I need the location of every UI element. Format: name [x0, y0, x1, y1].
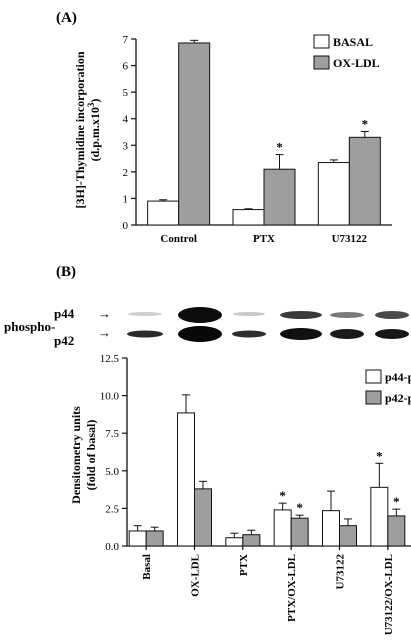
- chart-b-legend-label: p42-p: [385, 391, 411, 405]
- chart-b-bar-p44-p: [225, 537, 244, 547]
- chart-b-category-label: PTX/OX-LDL: [286, 554, 298, 622]
- chart-a-category-label: PTX: [253, 233, 275, 245]
- chart-a-y-tick-label: 1: [123, 193, 129, 205]
- chart-a-bar-basal: [317, 162, 350, 226]
- blot-band-p44-u73122-oxldl: [375, 311, 409, 319]
- blot-band-p42-u73122: [330, 329, 364, 339]
- chart-b-significance-mark: *: [376, 448, 383, 463]
- chart-b-bar-p42-p: [194, 488, 212, 547]
- chart-b-bar-p42-p: [242, 534, 261, 547]
- chart-a-y-tick-label: 4: [123, 114, 129, 126]
- chart-b-y-tick-label: 2.5: [105, 503, 119, 515]
- chart-a-bar-basal: [147, 200, 180, 226]
- blot-band-p42-oxldl: [178, 326, 222, 342]
- chart-a-legend-label: BASAL: [333, 35, 373, 49]
- blot-band-p42-ptx-oxldl: [280, 328, 322, 340]
- panel-a-ylabel-sup: 3: [86, 102, 96, 107]
- chart-b: 0.0 2.5 5.0 7.5 10.0 12.5 Basal OX-LDL PTX PTX/OX…: [100, 353, 411, 635]
- chart-a-y-tick-label: 3: [123, 140, 129, 152]
- blot-band-p44-ptx: [233, 312, 265, 316]
- chart-a-y-tick-label: 7: [123, 34, 129, 46]
- chart-b-bar-p44-p: [322, 510, 340, 547]
- chart-b-legend-swatch: [365, 390, 382, 405]
- blot-label-p42: p42: [54, 333, 74, 348]
- chart-b-bar-p42-p: [387, 515, 406, 547]
- chart-a-legend-label: OX-LDL: [333, 56, 380, 70]
- blot-arrow-p44: →: [98, 306, 111, 321]
- panel-a-ylabel-line2: (d.p.m.x103): [86, 99, 102, 162]
- chart-b-bar-p44-p: [273, 509, 292, 547]
- chart-b-bar-p44-p: [177, 412, 195, 547]
- chart-a-bar-ox-ldl: [263, 168, 296, 226]
- chart-a-y-tick-label: 2: [123, 167, 129, 179]
- western-blot: p44 → phospho- p42 →: [4, 306, 409, 348]
- chart-b-y-tick-label: 0.0: [105, 541, 119, 553]
- blot-band-p42-basal: [127, 330, 163, 338]
- chart-a-y-tick-label: 0: [123, 220, 129, 232]
- chart-b-y-tick-label: 12.5: [100, 353, 120, 365]
- blot-arrow-p42: →: [98, 325, 111, 340]
- chart-b-y-tick-label: 7.5: [105, 428, 119, 440]
- blot-label-p44: p44: [54, 306, 75, 321]
- chart-b-bar-p42-p: [339, 525, 357, 547]
- chart-b-significance-mark: *: [296, 500, 303, 515]
- chart-b-category-label: OX-LDL: [190, 554, 202, 597]
- panel-a-label: (A): [56, 10, 77, 26]
- chart-b-bar-p42-p: [145, 530, 164, 547]
- chart-a: 0 1 2 3 4 5 6 7 Control PTX * U73122 * BASAL OX-LDL: [123, 34, 392, 245]
- chart-a-bar-ox-ldl: [348, 136, 381, 226]
- chart-b-significance-mark: *: [393, 494, 400, 509]
- chart-b-legend-label: p44-p: [385, 370, 411, 384]
- chart-b-category-label: U73122/OX-LDL: [383, 554, 395, 635]
- blot-band-p44-basal: [128, 312, 162, 316]
- chart-a-bar-ox-ldl: [178, 42, 211, 226]
- chart-a-bar-basal: [232, 209, 265, 226]
- blot-band-p42-u73122-oxldl: [375, 329, 409, 339]
- chart-b-legend-swatch: [365, 369, 382, 384]
- chart-b-category-label: U73122: [335, 554, 347, 590]
- panel-a-ylabel-close: ): [88, 99, 102, 103]
- panel-a-ylabel-line1: [3H]-Thymidine incorporation: [73, 51, 87, 208]
- panel-a-ylabel-text: (d.p.m.x10: [88, 107, 102, 161]
- panel-b-ylabel-line1: Densitometry units: [69, 406, 83, 504]
- chart-b-y-tick-label: 5.0: [105, 466, 119, 478]
- chart-b-bar-p44-p: [128, 530, 147, 547]
- blot-band-p42-ptx: [232, 330, 266, 338]
- chart-b-y-tick-label: 10.0: [100, 391, 120, 403]
- chart-a-y-tick-label: 6: [123, 61, 129, 73]
- chart-b-bar-p44-p: [370, 486, 389, 547]
- blot-label-phospho: phospho-: [4, 319, 55, 334]
- chart-a-significance-mark: *: [362, 116, 369, 131]
- chart-b-significance-mark: *: [279, 488, 286, 503]
- chart-a-significance-mark: *: [276, 140, 283, 155]
- chart-a-y-tick-label: 5: [123, 87, 129, 99]
- chart-a-legend-swatch: [313, 34, 330, 49]
- blot-band-p44-oxldl: [178, 307, 222, 323]
- chart-a-legend-swatch: [313, 55, 330, 70]
- blot-band-p44-ptx-oxldl: [280, 311, 322, 319]
- chart-b-category-label: Basal: [141, 554, 153, 580]
- chart-a-category-label: U73122: [332, 233, 368, 245]
- blot-band-p44-u73122: [330, 312, 364, 318]
- panel-b-ylabel-line2: (fold of basal): [84, 420, 98, 491]
- chart-b-category-label: PTX: [238, 554, 250, 576]
- chart-b-bar-p42-p: [290, 517, 309, 547]
- panel-b-label: (B): [56, 264, 76, 280]
- chart-a-category-label: Control: [160, 233, 196, 245]
